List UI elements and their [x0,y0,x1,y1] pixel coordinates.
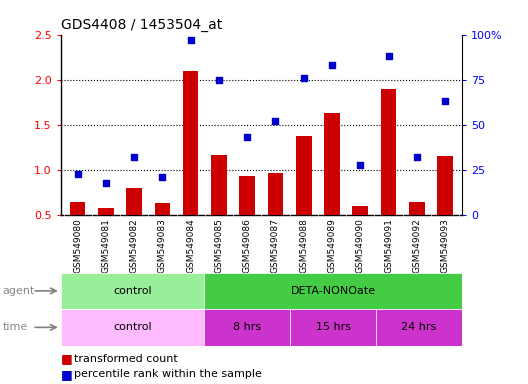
Point [243,134,251,141]
Text: GDS4408 / 1453504_at: GDS4408 / 1453504_at [61,18,222,32]
Bar [126,188,142,215]
Point [384,53,393,59]
Text: GSM549082: GSM549082 [130,218,139,273]
Text: GSM549080: GSM549080 [73,218,82,273]
Bar [183,71,199,215]
Point [215,77,223,83]
Text: GSM549083: GSM549083 [158,218,167,273]
Point [356,161,364,167]
Bar [376,309,462,346]
Point [73,170,82,177]
Bar [353,206,368,215]
Point [441,98,449,104]
Bar [324,113,340,215]
Bar [381,89,397,215]
Text: 8 hrs: 8 hrs [233,322,261,333]
Text: GSM549092: GSM549092 [412,218,421,273]
Bar [204,309,290,346]
Text: 24 hrs: 24 hrs [401,322,437,333]
Text: control: control [113,286,152,296]
Bar [155,203,170,215]
Point [271,118,280,124]
Bar [70,202,86,215]
Text: GSM549086: GSM549086 [243,218,252,273]
Bar [204,273,462,309]
Text: percentile rank within the sample: percentile rank within the sample [74,369,262,379]
Bar [61,309,204,346]
Text: GSM549090: GSM549090 [356,218,365,273]
Bar [240,176,255,215]
Text: GSM549089: GSM549089 [327,218,336,273]
Point [102,179,110,185]
Bar [437,156,453,215]
Bar [296,136,312,215]
Text: agent: agent [3,286,35,296]
Text: GSM549084: GSM549084 [186,218,195,273]
Text: GSM549087: GSM549087 [271,218,280,273]
Point [158,174,167,180]
Bar [98,208,114,215]
Bar [211,155,227,215]
Point [186,37,195,43]
Text: GSM549093: GSM549093 [440,218,449,273]
Bar [268,173,283,215]
Text: GSM549091: GSM549091 [384,218,393,273]
Text: GSM549085: GSM549085 [214,218,223,273]
Text: transformed count: transformed count [74,354,177,364]
Bar [409,202,425,215]
Point [130,154,138,161]
Point [299,75,308,81]
Text: time: time [3,322,28,333]
Point [328,62,336,68]
Bar [290,309,376,346]
Bar [61,273,204,309]
Text: GSM549081: GSM549081 [101,218,110,273]
Text: ■: ■ [61,368,72,381]
Text: GSM549088: GSM549088 [299,218,308,273]
Text: control: control [113,322,152,333]
Text: 15 hrs: 15 hrs [316,322,351,333]
Point [412,154,421,161]
Text: ■: ■ [61,353,72,366]
Text: DETA-NONOate: DETA-NONOate [290,286,375,296]
